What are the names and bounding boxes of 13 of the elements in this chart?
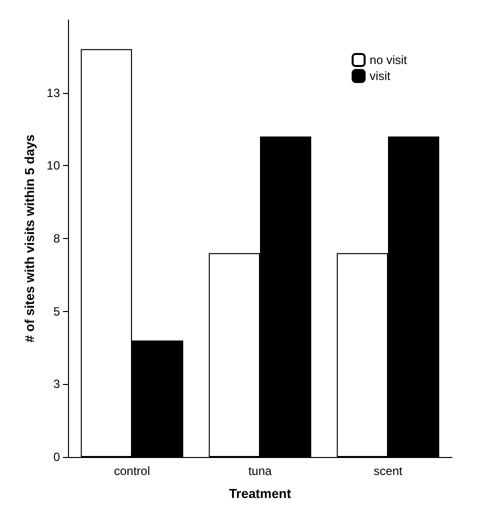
x-tick-label: scent [374,464,404,478]
y-tick-label: 8 [53,232,60,246]
y-axis-title: # of sites with visits within 5 days [22,134,37,343]
y-tick-label: 0 [53,450,60,464]
y-tick-label: 3 [53,377,60,392]
y-tick-label: 5 [53,304,60,318]
x-axis-title: Treatment [228,486,292,501]
x-tick-label: tuna [248,464,272,478]
y-tick-label: 10 [46,158,60,173]
legend-label: visit [370,69,391,83]
x-tick-label: control [114,464,150,478]
y-tick-label: 13 [46,86,60,100]
legend-label: no visit [370,53,408,67]
